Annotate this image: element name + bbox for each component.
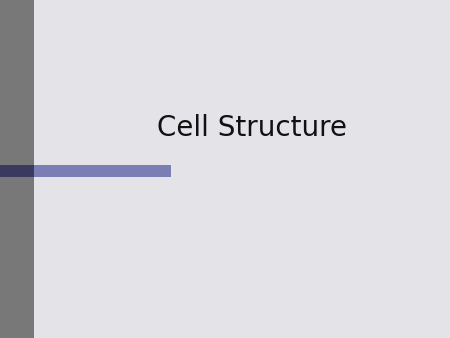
- Text: Cell Structure: Cell Structure: [157, 115, 347, 142]
- Bar: [0, 0, 34, 338]
- Bar: [34, 165, 171, 177]
- Bar: [0, 165, 34, 177]
